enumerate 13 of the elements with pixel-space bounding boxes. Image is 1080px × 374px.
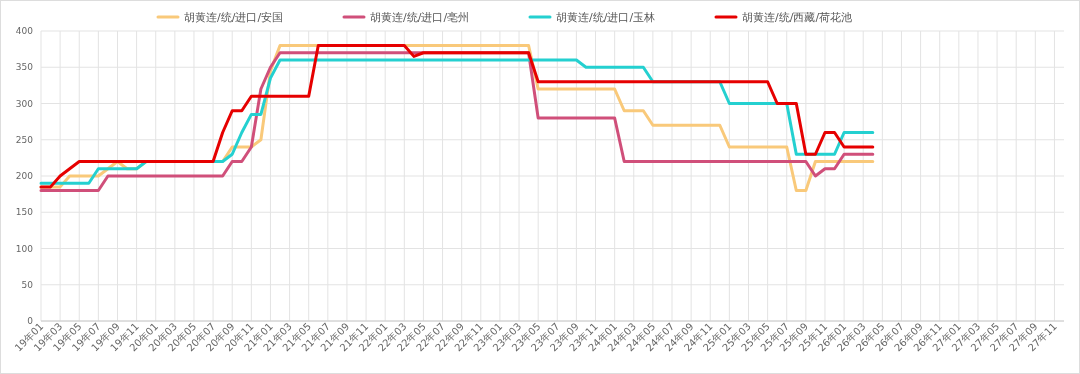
legend-label: 胡黄连/统/进口/玉林	[556, 11, 656, 24]
y-tick-label: 50	[21, 279, 34, 290]
y-tick-label: 200	[15, 171, 34, 181]
legend-label: 胡黄连/统/西藏/荷花池	[742, 11, 853, 24]
y-tick-label: 400	[15, 26, 34, 36]
y-tick-label: 0	[27, 316, 34, 326]
y-tick-label: 150	[15, 207, 34, 218]
y-tick-label: 300	[15, 98, 34, 109]
legend-label: 胡黄连/统/进口/亳州	[370, 11, 470, 24]
y-tick-label: 350	[15, 62, 34, 73]
y-tick-label: 100	[15, 243, 34, 254]
legend-label: 胡黄连/统/进口/安国	[184, 11, 284, 24]
y-tick-label: 250	[15, 134, 34, 145]
